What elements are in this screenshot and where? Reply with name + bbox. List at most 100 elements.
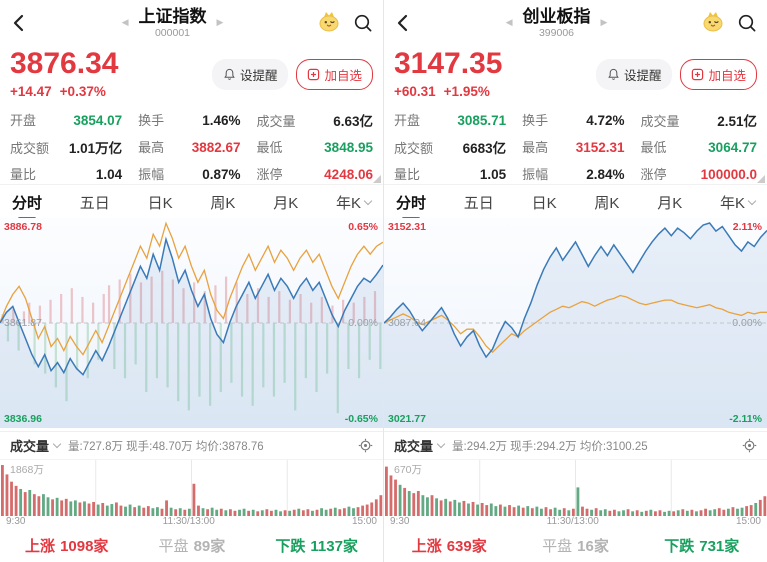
tab-五日[interactable]: 五日 <box>463 195 494 212</box>
stat-4: 最高 3882.67 <box>138 140 241 155</box>
advancers[interactable]: 上涨 639家 <box>411 538 487 555</box>
tab-月K[interactable]: 月K <box>657 195 683 212</box>
search-icon[interactable] <box>737 13 757 33</box>
unchanged[interactable]: 平盘 89家 <box>158 538 226 555</box>
set-alert-button[interactable]: 设提醒 <box>211 58 289 90</box>
tab-日K[interactable]: 日K <box>147 195 173 212</box>
stat-8: 涨停 100000.0 <box>640 167 757 182</box>
volume-header: 成交量 量:727.8万 现手:48.70万 均价:3878.76 <box>0 431 383 459</box>
period-tabs: 分时 五日 日K 周K 月K 年K <box>0 184 383 218</box>
chart-max-pct: 2.11% <box>732 221 762 233</box>
tab-日K[interactable]: 日K <box>531 195 557 212</box>
stat-5: 最低 3848.95 <box>256 140 373 155</box>
mascot-icon[interactable] <box>701 10 725 37</box>
chart-mid-label: 3861.87 <box>4 316 42 329</box>
chevron-down-icon <box>363 196 373 205</box>
chevron-down-icon[interactable] <box>436 439 446 448</box>
time-axis: 9:30 11:30/13:00 15:00 <box>6 516 377 527</box>
market-breadth: 上涨 1098家 平盘 89家 下跌 1137家 <box>0 529 383 562</box>
stat-1: 换手 4.72% <box>522 113 625 128</box>
volume-chart[interactable]: 670万 <box>384 459 767 516</box>
chart-max-label: 3886.78 <box>4 221 42 233</box>
chart-max-pct: 0.65% <box>348 221 378 233</box>
tab-月K[interactable]: 月K <box>273 195 299 212</box>
price-section: 3147.35 +60.31 +1.95% 设提醒 加自选 <box>384 46 767 104</box>
volume-max-label: 1868万 <box>10 464 44 476</box>
plus-box-icon <box>308 68 320 80</box>
chevron-down-icon <box>747 196 757 205</box>
stat-6: 量比 1.05 <box>394 167 507 182</box>
time-axis: 9:30 11:30/13:00 15:00 <box>390 516 761 527</box>
stat-1: 换手 1.46% <box>138 113 241 128</box>
stat-7: 振幅 2.84% <box>522 167 625 182</box>
tab-年K[interactable]: 年K <box>720 192 757 222</box>
advancers[interactable]: 上涨 1098家 <box>25 538 109 555</box>
stock-code: 000001 <box>154 26 191 39</box>
expand-stats-icon[interactable] <box>757 175 765 183</box>
index-panel-right: ◀ 创业板指 399006 ▶ <box>384 0 767 562</box>
mascot-icon[interactable] <box>317 10 341 37</box>
bell-icon <box>608 68 619 80</box>
volume-title[interactable]: 成交量 <box>394 439 434 454</box>
intraday-chart[interactable]: 3152.31 3087.04 3021.77 2.11% 0.00% -2.1… <box>384 218 767 428</box>
stat-4: 最高 3152.31 <box>522 140 625 155</box>
search-icon[interactable] <box>353 13 373 33</box>
header: ◀ 创业板指 399006 ▶ <box>384 0 767 46</box>
set-alert-button[interactable]: 设提醒 <box>595 58 673 90</box>
tab-周K[interactable]: 周K <box>594 195 620 212</box>
index-panel-left: ◀ 上证指数 000001 ▶ <box>0 0 383 562</box>
tab-五日[interactable]: 五日 <box>79 195 110 212</box>
gear-icon[interactable] <box>358 438 373 453</box>
tab-年K[interactable]: 年K <box>336 192 373 222</box>
chart-mid-label: 3087.04 <box>388 316 426 329</box>
add-watchlist-button[interactable]: 加自选 <box>296 58 373 90</box>
chevron-down-icon[interactable] <box>52 439 62 448</box>
stock-code: 399006 <box>538 26 575 39</box>
intraday-chart[interactable]: 3886.78 3861.87 3836.96 0.65% 0.00% -0.6… <box>0 218 383 428</box>
next-index-icon[interactable]: ▶ <box>216 17 224 28</box>
volume-chart[interactable]: 1868万 <box>0 459 383 516</box>
back-button[interactable] <box>10 13 28 33</box>
chart-max-label: 3152.31 <box>388 221 426 233</box>
chart-mid-pct: 0.00% <box>732 316 762 329</box>
chart-min-label: 3836.96 <box>4 412 42 425</box>
chart-mid-pct: 0.00% <box>348 316 378 329</box>
add-watchlist-button[interactable]: 加自选 <box>680 58 757 90</box>
stat-8: 涨停 4248.06 <box>256 167 373 182</box>
prev-index-icon[interactable]: ◀ <box>121 17 129 28</box>
back-arrow-icon <box>397 14 408 32</box>
plus-box-icon <box>692 68 704 80</box>
tab-分时[interactable]: 分时 <box>12 192 42 222</box>
gear-icon[interactable] <box>742 438 757 453</box>
volume-stats: 量:727.8万 现手:48.70万 均价:3878.76 <box>68 440 264 453</box>
current-price: 3147.35 <box>394 47 503 80</box>
chart-min-pct: -2.11% <box>729 412 762 425</box>
price-change: +60.31 +1.95% <box>394 84 490 99</box>
decliners[interactable]: 下跌 731家 <box>664 538 740 555</box>
next-index-icon[interactable]: ▶ <box>600 17 608 28</box>
volume-header: 成交量 量:294.2万 现手:294.2万 均价:3100.25 <box>384 431 767 459</box>
tab-分时[interactable]: 分时 <box>396 192 426 222</box>
expand-stats-icon[interactable] <box>373 175 381 183</box>
decliners[interactable]: 下跌 1137家 <box>275 538 358 555</box>
stat-7: 振幅 0.87% <box>138 167 241 182</box>
current-price: 3876.34 <box>10 47 119 80</box>
volume-max-label: 670万 <box>394 464 423 476</box>
price-section: 3876.34 +14.47 +0.37% 设提醒 加自选 <box>0 46 383 104</box>
stat-2: 成交量 6.63亿 <box>256 114 373 129</box>
tab-周K[interactable]: 周K <box>210 195 236 212</box>
panel-divider <box>383 0 384 562</box>
stat-5: 最低 3064.77 <box>640 140 757 155</box>
volume-title[interactable]: 成交量 <box>10 439 50 454</box>
unchanged[interactable]: 平盘 16家 <box>542 538 609 555</box>
stat-3: 成交额 1.01万亿 <box>10 141 123 156</box>
page-title: 上证指数 <box>138 7 207 27</box>
period-tabs: 分时 五日 日K 周K 月K 年K <box>384 184 767 218</box>
prev-index-icon[interactable]: ◀ <box>505 17 513 28</box>
chart-min-label: 3021.77 <box>388 412 426 425</box>
back-button[interactable] <box>394 13 412 33</box>
stat-0: 开盘 3085.71 <box>394 113 507 128</box>
stat-3: 成交额 6683亿 <box>394 141 507 156</box>
stat-0: 开盘 3854.07 <box>10 113 123 128</box>
chart-min-pct: -0.65% <box>344 412 378 425</box>
